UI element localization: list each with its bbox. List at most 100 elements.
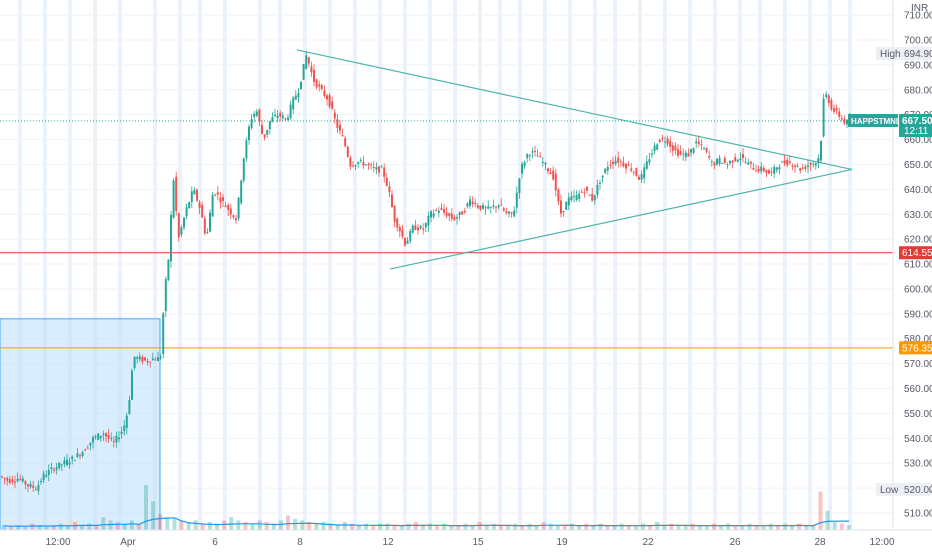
candle-body	[154, 359, 157, 361]
candle-body	[214, 194, 217, 196]
candle-body	[471, 201, 474, 205]
candle-body	[81, 452, 84, 457]
symbol-label: HAPPSTMNDS	[851, 117, 908, 126]
candle-body	[58, 462, 61, 469]
candle-body	[94, 436, 97, 438]
candle-body	[79, 455, 81, 457]
candle-body	[287, 117, 289, 120]
candle-body	[203, 218, 206, 234]
candle-body	[3, 477, 6, 479]
volume-bar	[357, 525, 361, 530]
candle-body	[138, 356, 141, 360]
volume-bar	[328, 523, 333, 530]
candle-body	[396, 218, 399, 228]
candle-body	[812, 163, 815, 165]
price-axis[interactable]	[893, 0, 932, 530]
candle-body	[383, 167, 386, 177]
candle-body	[596, 184, 599, 195]
candle-body	[515, 192, 518, 208]
candle-body	[729, 160, 731, 164]
candle-body	[567, 197, 570, 206]
candle-body	[53, 469, 55, 471]
volume-bar	[811, 525, 816, 530]
candle-body	[476, 205, 479, 208]
candle-body	[710, 161, 713, 163]
candle-body	[695, 141, 698, 144]
candle-body	[788, 161, 791, 164]
low-value: 520.00	[904, 485, 932, 496]
volume-bar	[236, 520, 241, 530]
countdown-label: 12:11	[904, 126, 929, 137]
volume-bar	[683, 525, 688, 530]
time-tick-label: 19	[556, 537, 568, 548]
price-tick-label: 620.00	[904, 235, 932, 246]
candle-body	[656, 144, 659, 150]
volume-bar	[726, 523, 731, 530]
time-axis[interactable]	[0, 530, 932, 550]
high-label: High	[880, 49, 901, 60]
candle-body	[198, 202, 201, 208]
volume-bar	[804, 525, 809, 530]
candle-body	[297, 92, 300, 98]
volume-bar	[605, 525, 610, 530]
candle-body	[47, 469, 50, 475]
candle-body	[372, 166, 375, 168]
volume-bar	[790, 525, 795, 530]
candle-body	[76, 453, 79, 457]
candle-body	[791, 165, 794, 167]
volume-bar	[463, 523, 468, 530]
candle-body	[380, 166, 383, 168]
volume-bar	[470, 525, 475, 530]
volume-bar	[172, 518, 177, 530]
candle-body	[318, 84, 321, 87]
candle-body	[315, 79, 318, 88]
volume-bar	[442, 523, 447, 530]
candle-body	[406, 240, 409, 244]
candle-body	[414, 225, 417, 230]
candle-body	[502, 208, 505, 211]
candle-body	[526, 153, 529, 158]
candle-body	[328, 95, 331, 107]
candle-body	[796, 165, 799, 167]
candle-body	[157, 357, 159, 361]
candle-body	[341, 135, 344, 137]
candle-body	[404, 237, 406, 246]
volume-bar	[158, 514, 163, 530]
candle-body	[443, 208, 445, 213]
candle-body	[718, 157, 721, 164]
volume-bar	[548, 523, 553, 530]
candle-body	[292, 97, 295, 110]
volume-bar	[264, 522, 269, 530]
candle-body	[518, 178, 521, 193]
volume-bar	[797, 523, 802, 530]
volume-bars	[2, 485, 851, 530]
candle-body	[151, 358, 154, 361]
candle-body	[310, 66, 313, 73]
candle-body	[531, 151, 534, 153]
volume-bar	[16, 525, 21, 530]
candle-body	[513, 210, 516, 217]
volume-bar	[101, 517, 106, 530]
candle-body	[752, 167, 755, 170]
candle-body	[42, 473, 45, 481]
candle-body	[183, 217, 185, 228]
volume-bar	[65, 525, 70, 530]
volume-bar	[612, 525, 617, 530]
candle-body	[484, 207, 487, 209]
candle-body	[362, 161, 365, 166]
candle-body	[133, 356, 136, 368]
candle-body	[422, 228, 425, 230]
candle-body	[549, 172, 552, 175]
candle-body	[489, 207, 492, 209]
candle-body	[583, 192, 586, 194]
candle-body	[682, 153, 685, 155]
volume-bar	[662, 525, 667, 530]
volume-bar	[555, 525, 560, 530]
candle-body	[14, 481, 16, 483]
volume-bar	[307, 522, 312, 530]
volume-bar	[719, 525, 724, 530]
candle-body	[786, 159, 789, 166]
candle-body	[300, 81, 302, 89]
